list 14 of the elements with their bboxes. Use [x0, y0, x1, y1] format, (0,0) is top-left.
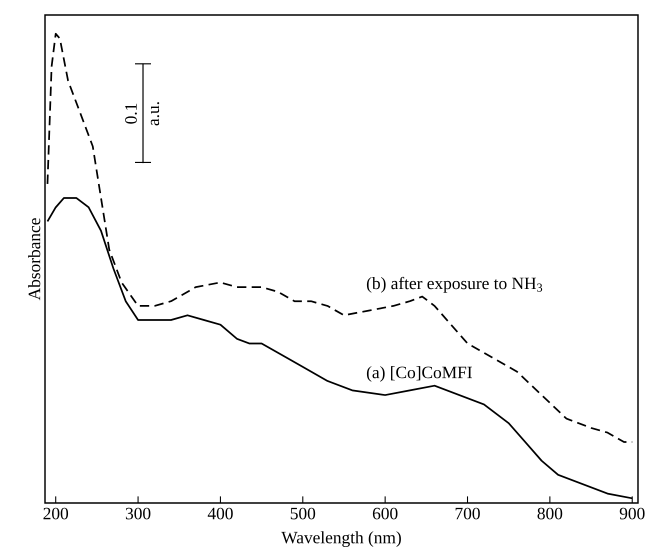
annotation: 0.1 — [125, 104, 137, 124]
x-tick-label: 700 — [456, 508, 480, 520]
x-tick-label: 600 — [372, 508, 398, 520]
y-axis-title: Absorbance — [28, 218, 40, 300]
x-tick-label: 200 — [43, 508, 68, 520]
x-axis-title: Wavelength (nm) — [281, 531, 401, 547]
x-tick-label: 900 — [620, 508, 645, 520]
series-label: (a) [Co]CoMFI — [366, 366, 472, 382]
x-tick-label: 500 — [290, 508, 316, 520]
series-label: (b) after exposure to NH$_{3}$ — [366, 276, 542, 293]
annotation: a.u. — [150, 102, 160, 126]
x-tick-label: 800 — [538, 508, 562, 520]
x-tick-label: 300 — [126, 508, 150, 520]
x-tick-label: 400 — [208, 508, 233, 520]
